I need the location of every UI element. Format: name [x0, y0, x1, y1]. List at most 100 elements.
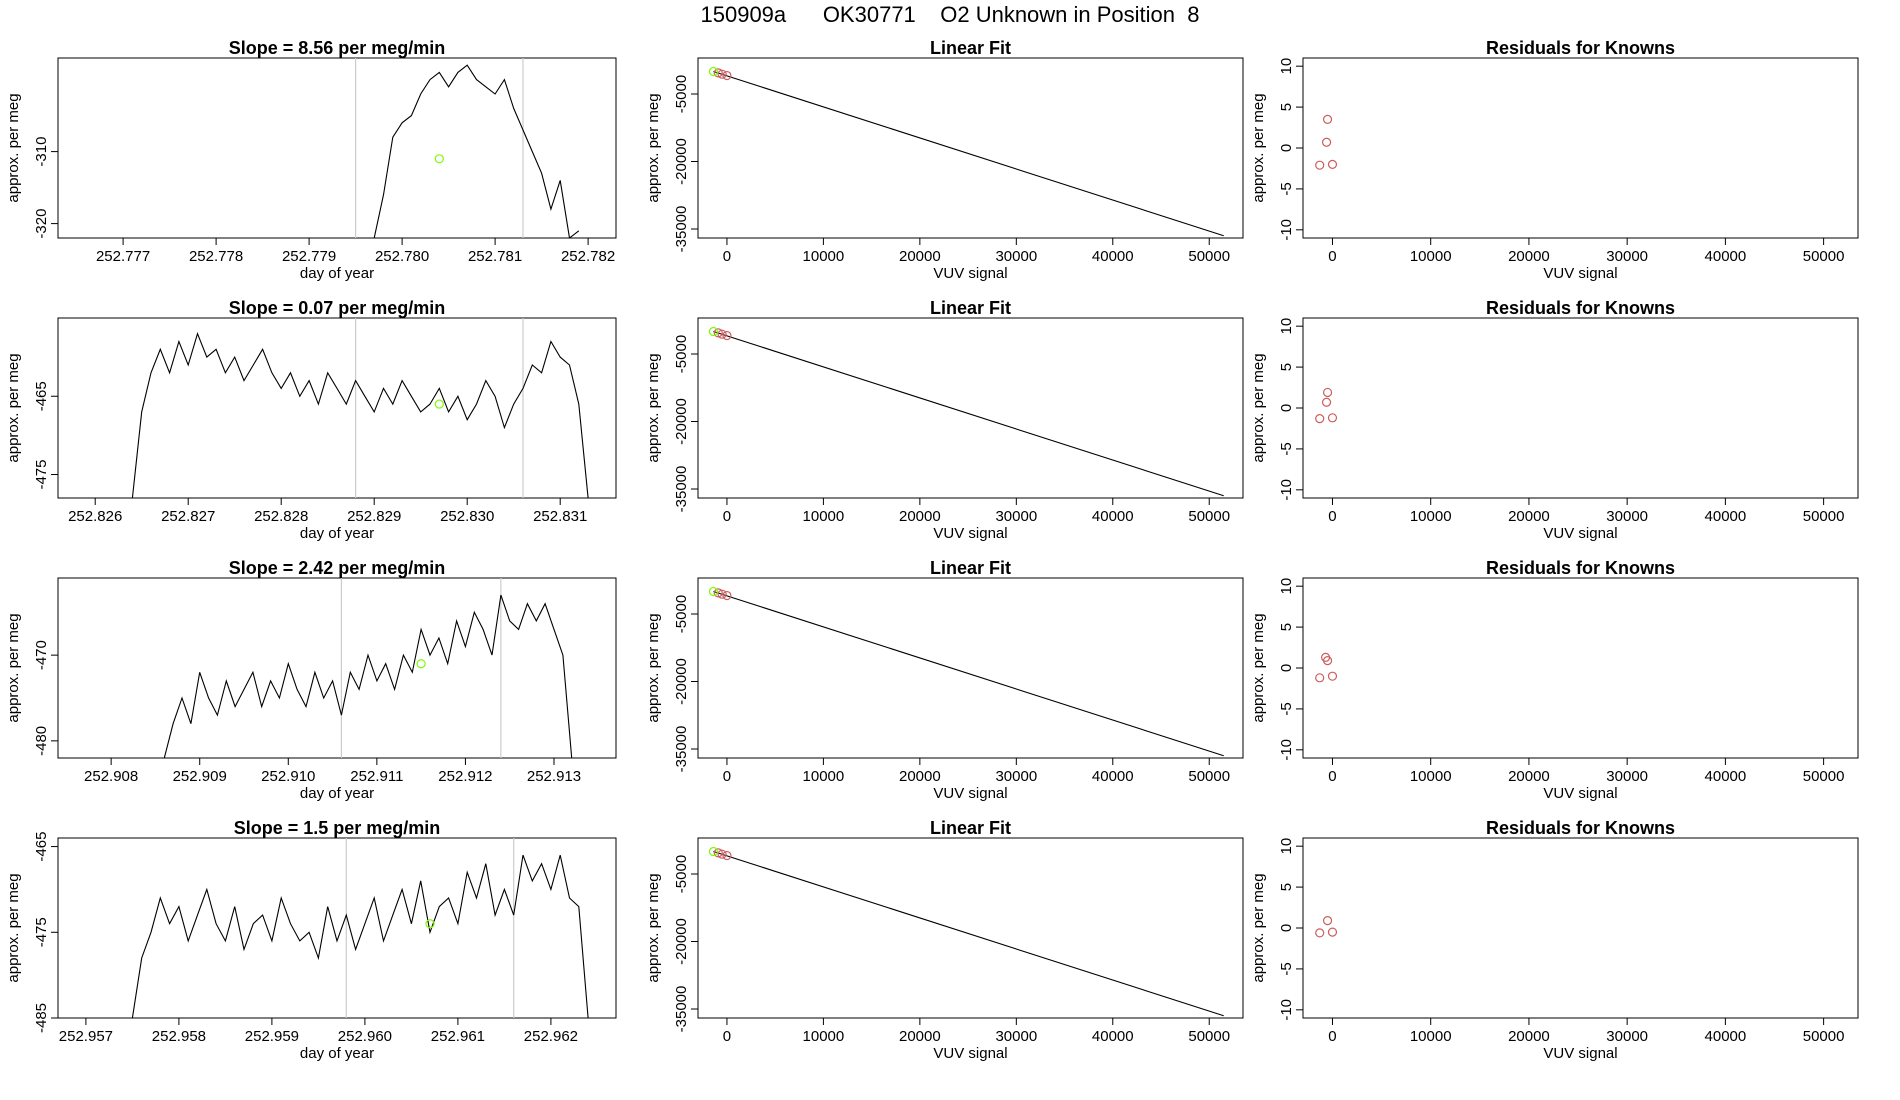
plot-frame — [57, 837, 617, 1019]
chart-panel-row3-resid: Residuals for Knowns 0 10000 20000 30000 4000… — [1250, 558, 1859, 802]
x-tick-label: 50000 — [1188, 768, 1230, 785]
x-tick-label: 40000 — [1092, 768, 1134, 785]
plot-frame — [697, 577, 1244, 759]
residual-point — [1327, 159, 1338, 169]
residual-point — [1322, 916, 1333, 926]
x-tick-label: 252.778 — [189, 248, 243, 265]
chart-title: Linear Fit — [930, 38, 1011, 58]
chart-title: Slope = 2.42 per meg/min — [229, 558, 446, 578]
x-tick-label: 0 — [723, 1028, 731, 1045]
unknown-point — [425, 919, 435, 929]
plot-frame — [697, 837, 1244, 1019]
x-tick-label: 252.957 — [59, 1028, 113, 1045]
y-tick-label: -5000 — [673, 855, 690, 893]
y-tick-label: 10 — [1278, 838, 1295, 855]
y-axis-label: approx. per meg — [1250, 873, 1267, 982]
x-tick-label: 0 — [723, 248, 731, 265]
x-tick-label: 0 — [1328, 248, 1336, 265]
x-tick-label: 252.782 — [561, 248, 615, 265]
x-axis-label: VUV signal — [1543, 525, 1617, 542]
plot-marks — [1315, 916, 1338, 938]
x-tick-label: 0 — [1328, 768, 1336, 785]
plot-marks — [708, 326, 1224, 497]
y-tick-label: 10 — [1278, 578, 1295, 595]
x-tick-label: 20000 — [899, 248, 941, 265]
y-tick-label: -5 — [1278, 442, 1295, 455]
known-point — [722, 590, 732, 601]
y-axis-label: approx. per meg — [5, 613, 22, 722]
fit-line — [713, 70, 1224, 237]
residual-point — [1327, 927, 1338, 937]
y-axis-label: approx. per meg — [645, 613, 662, 722]
plot-marks — [131, 318, 589, 498]
chart-panel-row4-resid: Residuals for Knowns 0 10000 20000 30000 4000… — [1250, 818, 1859, 1062]
residual-point — [1315, 414, 1325, 424]
y-tick-label: -20000 — [673, 918, 690, 965]
known-point — [717, 329, 727, 339]
y-tick-label: -310 — [33, 137, 50, 167]
plot-marks — [708, 586, 1224, 757]
x-tick-label: 252.831 — [533, 508, 587, 525]
x-tick-label: 50000 — [1803, 508, 1845, 525]
x-axis-label: VUV signal — [1543, 1045, 1617, 1062]
plot-frame — [697, 57, 1244, 239]
y-axis-label: approx. per meg — [5, 873, 22, 982]
x-tick-label: 10000 — [1410, 508, 1452, 525]
chart-title: Linear Fit — [930, 558, 1011, 578]
x-tick-label: 30000 — [995, 768, 1037, 785]
plot-marks — [708, 66, 1224, 237]
plot-frame — [1302, 57, 1859, 239]
residual-point — [1321, 397, 1332, 407]
residual-point — [1315, 928, 1325, 938]
residual-point — [1321, 137, 1332, 147]
x-tick-label: 252.828 — [254, 508, 308, 525]
unknown-point — [708, 66, 719, 77]
plot-frame — [1302, 837, 1859, 1019]
y-tick-label: -470 — [33, 640, 50, 670]
y-axis-label: approx. per meg — [5, 353, 22, 462]
plot-frame — [1302, 317, 1859, 499]
known-point — [713, 848, 723, 858]
x-tick-label: 0 — [723, 508, 731, 525]
x-tick-label: 252.962 — [524, 1028, 578, 1045]
x-axis-label: day of year — [300, 1045, 374, 1062]
y-tick-label: 0 — [1278, 924, 1295, 932]
y-tick-label: -5000 — [673, 75, 690, 113]
x-tick-label: 10000 — [803, 1028, 845, 1045]
x-axis-label: VUV signal — [1543, 785, 1617, 802]
x-tick-label: 40000 — [1092, 248, 1134, 265]
y-tick-label: 5 — [1278, 103, 1295, 111]
y-tick-label: -5 — [1278, 962, 1295, 975]
signal-trace — [163, 594, 573, 758]
x-tick-label: 10000 — [803, 248, 845, 265]
x-tick-label: 10000 — [1410, 248, 1452, 265]
plot-frame — [57, 577, 617, 759]
signal-trace — [131, 332, 589, 498]
x-tick-label: 0 — [1328, 1028, 1336, 1045]
x-tick-label: 20000 — [899, 768, 941, 785]
x-tick-label: 252.958 — [152, 1028, 206, 1045]
x-axis-label: day of year — [300, 265, 374, 282]
y-tick-label: -5000 — [673, 335, 690, 373]
x-tick-label: 0 — [723, 768, 731, 785]
x-axis-label: VUV signal — [933, 1045, 1007, 1062]
plot-marks — [131, 838, 589, 1018]
y-tick-label: 10 — [1278, 318, 1295, 335]
x-tick-label: 252.911 — [350, 768, 403, 785]
known-point — [722, 70, 732, 81]
chart-panel-row1-trace: Slope = 8.56 per meg/min 252.777 252.778 25… — [5, 38, 617, 282]
residual-point — [1327, 413, 1338, 423]
x-tick-label: 50000 — [1803, 768, 1845, 785]
x-tick-label: 252.913 — [527, 768, 581, 785]
fit-line — [713, 330, 1224, 497]
residual-point — [1315, 160, 1325, 170]
chart-title: Linear Fit — [930, 818, 1011, 838]
chart-title: Slope = 0.07 per meg/min — [229, 298, 446, 318]
chart-panel-row3-trace: Slope = 2.42 per meg/min 252.908 252.909 25… — [5, 558, 617, 802]
y-tick-label: -10 — [1278, 219, 1295, 241]
y-tick-label: -5 — [1278, 182, 1295, 195]
fit-line — [713, 850, 1224, 1017]
x-tick-label: 50000 — [1803, 248, 1845, 265]
page-title: 150909a OK30771 O2 Unknown in Position 8 — [700, 2, 1200, 27]
chart-title: Residuals for Knowns — [1486, 558, 1675, 578]
